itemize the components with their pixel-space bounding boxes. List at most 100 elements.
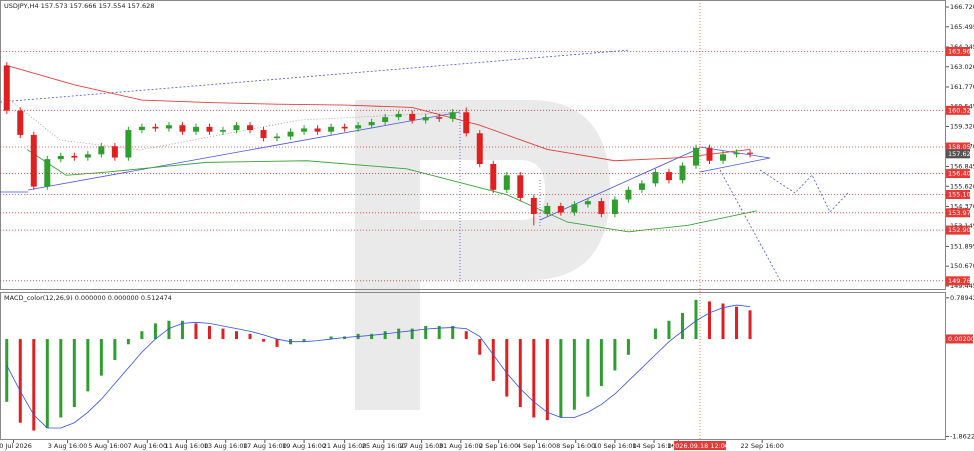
candle-body [557,205,564,213]
cursor-label: 2026.09.18 12:00 [671,442,729,450]
candle-body [152,126,159,129]
moving-average [6,65,751,162]
macd-bar [478,339,482,355]
candle-body [71,155,78,158]
level-label-bg [946,208,970,218]
candle-body [98,146,105,155]
candle-body [287,131,294,137]
candle-body [598,201,605,215]
last-price-bg [946,149,970,159]
macd-bar [491,339,495,381]
level-label: 156.407 [948,170,974,178]
macd-bar [153,323,157,340]
macd-bar [86,339,90,392]
candle-body [57,155,64,160]
x-tick-label: 30 Jul 2026 [0,442,32,450]
y-tick-label: 166.720 [950,3,974,11]
y-tick-label: -1.862205 [950,432,974,440]
macd-bar [626,339,630,355]
x-tick-label: 4 Sep 16:00 [517,442,556,450]
candle-body [436,117,443,119]
level-label-bg [946,142,970,152]
macd-bar [708,301,711,340]
y-tick-label: 159.320 [950,123,974,131]
candle-body [517,175,524,198]
candle-body [274,136,281,139]
candle-body [652,172,659,184]
level-label: 152.905 [948,226,974,234]
macd-bar [99,339,103,376]
candle-body [44,159,51,187]
macd-bar [45,339,49,428]
cursor-label-bg [674,441,727,450]
macd-bar [262,339,266,342]
zero-label: 0.002006 [948,335,974,343]
macd-bar [599,339,603,387]
x-tick-label: 14 Sep 16:00 [632,442,675,450]
candle-body [422,117,429,121]
macd-bar [180,320,184,340]
level-label-bg [946,276,970,286]
candle-body [409,113,416,121]
macd-bar [32,339,36,431]
x-tick-label: 10 Sep 16:00 [593,442,636,450]
candle-body [692,147,699,166]
macd-title: MACD_color(12,26,9) 0.000000 0.000000 0.… [4,294,172,302]
candle-body [395,113,402,118]
candle-body [219,130,226,132]
level-label: 163.966 [948,47,974,55]
level-label: 149.765 [948,277,974,285]
x-tick-label: 5 Aug 16:00 [88,442,128,450]
macd-bar [167,320,171,340]
macd-bar [383,331,387,340]
macd-bar [329,336,333,340]
candle-body [544,205,551,215]
macd-bar [221,328,225,340]
level-label-bg [946,190,970,200]
y-tick-label: 150.670 [950,262,974,270]
x-tick-label: 27 Aug 16:00 [400,442,444,450]
candle-body [584,201,591,205]
x-tick-label: 17 Aug 16:00 [243,442,287,450]
macd-bar [235,331,238,340]
candle-body [206,126,213,132]
candle-body [503,175,510,190]
x-tick-label: 7 Aug 16:00 [127,442,167,450]
macd-bar [410,328,414,340]
y-tick-label: 164.245 [950,43,974,51]
macd-bar [424,325,428,340]
candle-body [341,126,348,129]
macd-bar [680,312,684,340]
candle-body [706,147,713,161]
candle-body [476,133,483,164]
macd-bar [694,299,698,340]
macd-bar [207,325,211,340]
last-price-label: 157.628 [948,150,974,158]
y-tick-label: 156.845 [950,162,974,170]
macd-bar [18,339,22,423]
x-tick-label: 11 Aug 16:00 [165,442,209,450]
candle-body [382,117,389,122]
macd-bar [505,339,509,397]
candle-body [571,204,578,213]
macd-bar [721,303,725,340]
level-label-bg [946,169,970,179]
y-tick-label: 163.020 [950,63,974,71]
candle-body [625,189,632,200]
candle-body [192,126,199,132]
macd-bar [748,310,752,340]
x-tick-label: 3 Aug 16:00 [48,442,88,450]
x-tick-label: 25 Aug 16:00 [362,442,406,450]
candle-body [314,128,321,132]
macd-bar [397,328,401,340]
signal-line [6,304,751,429]
candle-body [84,154,91,158]
x-tick-label: 8 Sep 16:00 [556,442,595,450]
candle-body [260,130,267,139]
macd-bar [370,333,374,340]
candle-body [233,125,240,131]
candle-body [733,152,740,155]
level-label-bg [946,46,970,56]
candle-body [125,130,132,158]
